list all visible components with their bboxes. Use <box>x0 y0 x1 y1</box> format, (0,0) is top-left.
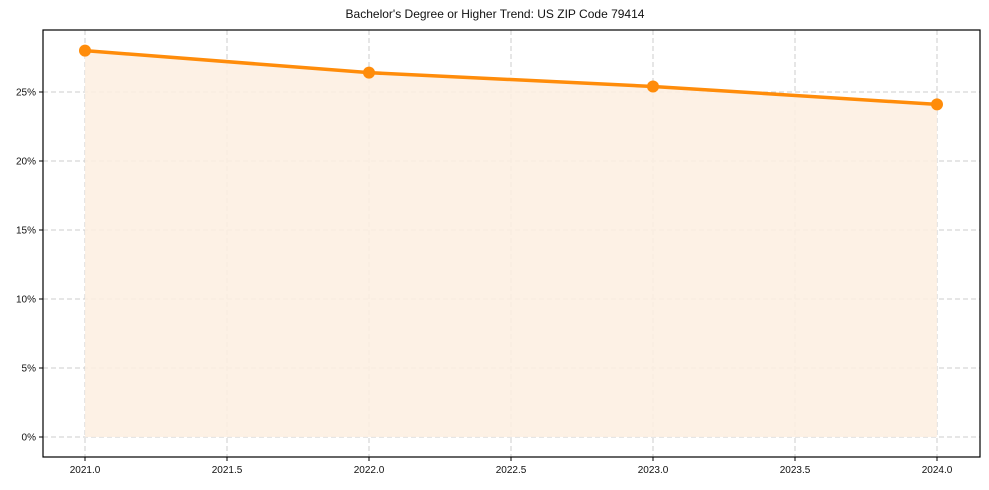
data-point-marker <box>363 66 375 79</box>
area-fill <box>85 50 937 437</box>
y-tick-label: 25% <box>16 88 36 99</box>
y-axis: 0% 5% 10% 15% 20% 25% <box>16 88 43 444</box>
data-line <box>83 48 939 107</box>
x-tick-label: 2023.5 <box>780 465 811 476</box>
data-point-marker <box>647 80 659 93</box>
y-tick-label: 10% <box>16 295 36 306</box>
y-tick-label: 15% <box>16 226 36 237</box>
y-tick-label: 0% <box>22 433 37 444</box>
data-point-marker <box>79 44 91 57</box>
x-tick-label: 2021.0 <box>70 465 101 476</box>
x-tick-label: 2023.0 <box>638 465 669 476</box>
y-tick-label: 5% <box>22 364 37 375</box>
y-tick-label: 20% <box>16 157 36 168</box>
x-tick-label: 2021.5 <box>212 465 243 476</box>
x-tick-label: 2022.0 <box>354 465 385 476</box>
data-point-marker <box>931 98 943 111</box>
chart-title: Bachelor's Degree or Higher Trend: US ZI… <box>345 7 645 21</box>
x-tick-label: 2022.5 <box>496 465 527 476</box>
x-tick-label: 2024.0 <box>922 465 953 476</box>
x-axis: 2021.0 2021.5 2022.0 2022.5 2023.0 2023.5 2024… <box>70 457 953 476</box>
